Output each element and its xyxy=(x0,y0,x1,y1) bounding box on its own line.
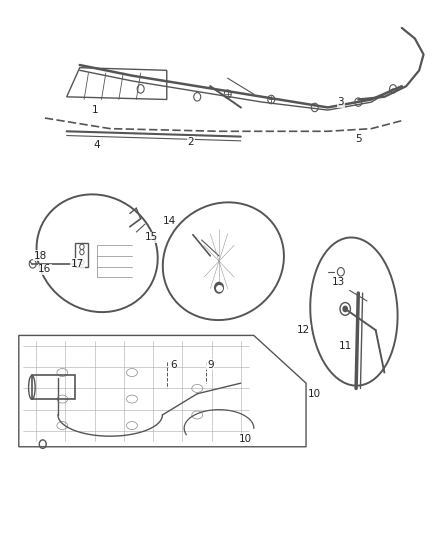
Text: 2: 2 xyxy=(187,137,194,147)
Text: 4: 4 xyxy=(94,140,100,150)
Text: 10: 10 xyxy=(239,434,252,444)
Text: 13: 13 xyxy=(332,277,345,287)
Text: 10: 10 xyxy=(308,389,321,399)
Text: 1: 1 xyxy=(92,105,98,115)
Text: 17: 17 xyxy=(71,259,84,269)
Text: 3: 3 xyxy=(338,97,344,107)
Circle shape xyxy=(343,306,347,312)
Text: 11: 11 xyxy=(339,341,352,351)
Text: 15: 15 xyxy=(145,232,158,243)
Text: 12: 12 xyxy=(297,325,311,335)
Text: 9: 9 xyxy=(207,360,214,369)
Text: 6: 6 xyxy=(170,360,177,369)
Text: 14: 14 xyxy=(162,216,176,227)
Circle shape xyxy=(215,282,223,293)
Text: 18: 18 xyxy=(34,251,47,261)
Text: 5: 5 xyxy=(355,134,362,144)
Text: 16: 16 xyxy=(38,264,52,274)
